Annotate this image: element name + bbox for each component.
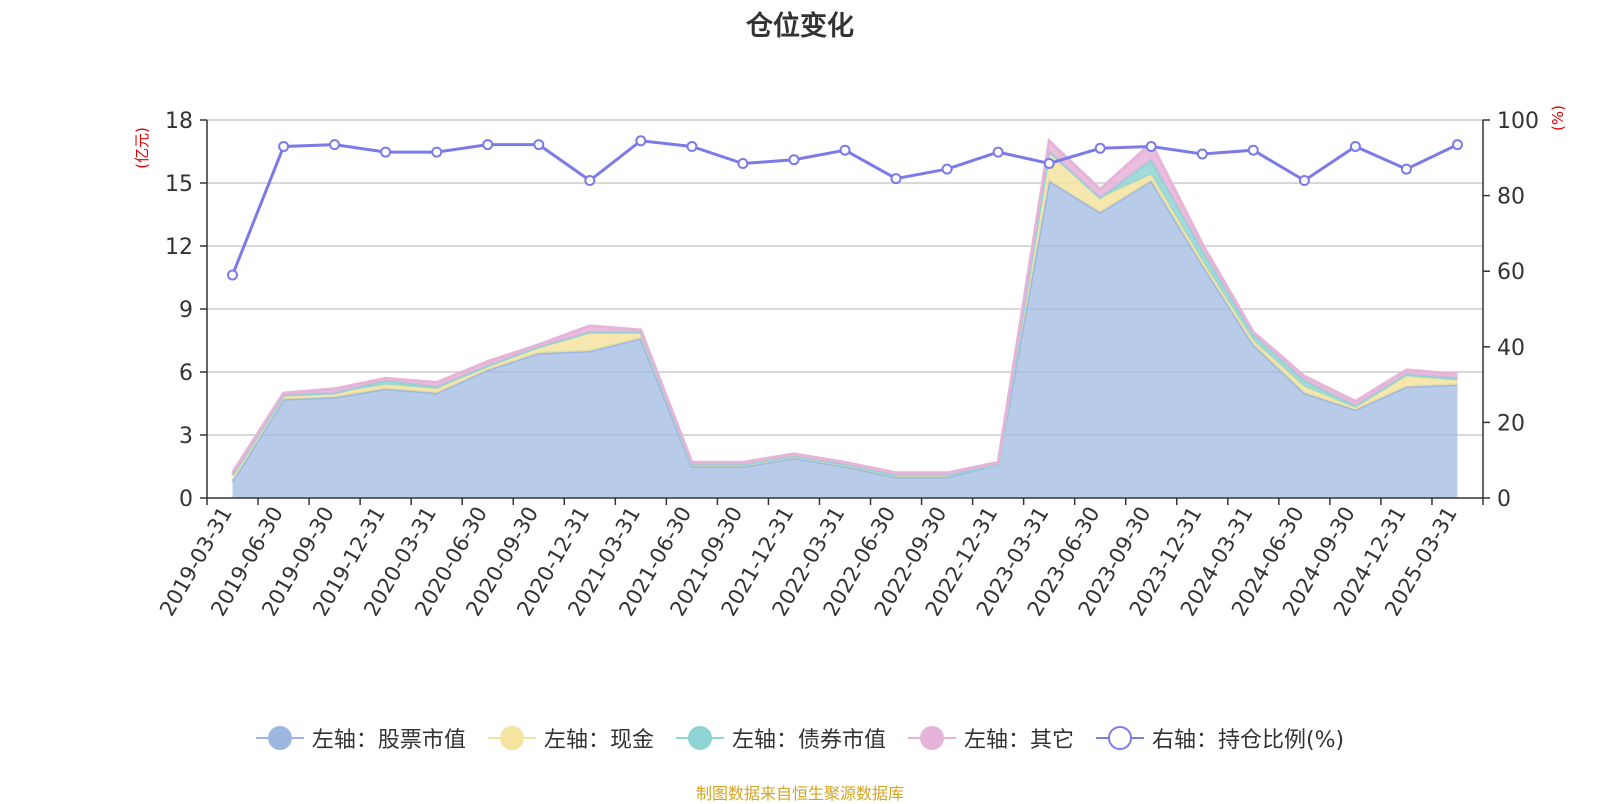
- ratio-point: [278, 141, 290, 152]
- ratio-point: [1094, 142, 1106, 154]
- ratio-point: [380, 146, 392, 158]
- ratio-point: [992, 146, 1004, 158]
- legend-swatch-marker: [267, 726, 292, 750]
- left-tick-label: 12: [165, 235, 193, 260]
- ratio-point: [227, 269, 238, 281]
- legend-swatch-icon: [907, 726, 956, 750]
- legend-label: 右轴：持仓比例(%): [1151, 728, 1345, 753]
- ratio-point: [1400, 163, 1412, 175]
- legend-item[interactable]: 左轴：其它: [907, 722, 1074, 754]
- left-tick-label: 18: [165, 109, 193, 134]
- left-tick-label: 3: [179, 424, 193, 449]
- left-tick-label: 0: [179, 487, 193, 512]
- ratio-point: [1043, 158, 1055, 169]
- ratio-point: [584, 175, 596, 186]
- ratio-point: [635, 135, 647, 147]
- legend-item[interactable]: 左轴：现金: [487, 722, 654, 754]
- left-tick-label: 6: [179, 361, 193, 386]
- ratio-point: [686, 141, 698, 152]
- stacked-area-layer: [231, 137, 1458, 498]
- legend-label: 左轴：现金: [543, 728, 654, 753]
- ratio-line: [231, 139, 1459, 276]
- right-tick-label: 80: [1497, 185, 1525, 210]
- right-tick-label: 60: [1497, 260, 1525, 285]
- left-tick-label: 15: [165, 172, 193, 197]
- legend-swatch-icon: [675, 726, 724, 750]
- right-tick-label: 0: [1497, 487, 1511, 512]
- legend-item[interactable]: 左轴：股票市值: [255, 722, 466, 754]
- legend-item[interactable]: 左轴：债券市值: [675, 722, 886, 754]
- legend-swatch-icon: [1095, 726, 1144, 750]
- ratio-point: [941, 163, 953, 175]
- ratio-point: [890, 173, 902, 185]
- legend-label: 左轴：债券市值: [731, 728, 886, 753]
- chart-title: 仓位变化: [746, 11, 854, 42]
- ratio-point: [737, 158, 749, 169]
- legend-swatch-marker: [919, 726, 944, 750]
- source-note: 制图数据来自恒生聚源数据库: [695, 784, 904, 803]
- ratio-point: [1145, 141, 1157, 152]
- ratio-point: [788, 154, 800, 166]
- legend-swatch-marker: [499, 726, 524, 750]
- legend-swatch-icon: [255, 726, 304, 750]
- ratio-point: [839, 144, 851, 156]
- ratio-point: [431, 146, 443, 158]
- right-tick-label: 20: [1497, 411, 1525, 436]
- right-axis-label: (%): [1549, 105, 1567, 131]
- left-axis-label: (亿元): [133, 127, 151, 169]
- legend-swatch-marker: [687, 726, 712, 750]
- legend-item[interactable]: 右轴：持仓比例(%): [1095, 722, 1345, 754]
- legend-label: 左轴：股票市值: [311, 728, 466, 753]
- ratio-point: [1298, 175, 1310, 186]
- ratio-line-layer: [227, 135, 1463, 281]
- legend-swatch-icon: [487, 726, 536, 750]
- ratio-point: [329, 139, 341, 151]
- area-1: [232, 180, 1458, 498]
- right-tick-label: 100: [1497, 109, 1539, 134]
- ratio-point: [1452, 139, 1463, 151]
- left-tick-label: 9: [179, 298, 193, 323]
- right-tick-label: 40: [1497, 336, 1525, 361]
- ratio-point: [1349, 141, 1361, 152]
- ratio-point: [1247, 144, 1259, 156]
- legend-swatch-marker: [1107, 726, 1132, 750]
- area-edge-4: [231, 137, 1458, 475]
- ratio-point: [1196, 148, 1208, 160]
- ratio-point: [482, 139, 494, 151]
- legend-label: 左轴：其它: [963, 728, 1074, 753]
- ratio-point: [533, 139, 545, 151]
- legend: 左轴：股票市值 左轴：现金 左轴：债券市值 左轴：其它 右轴：持仓比例(%): [0, 722, 1600, 754]
